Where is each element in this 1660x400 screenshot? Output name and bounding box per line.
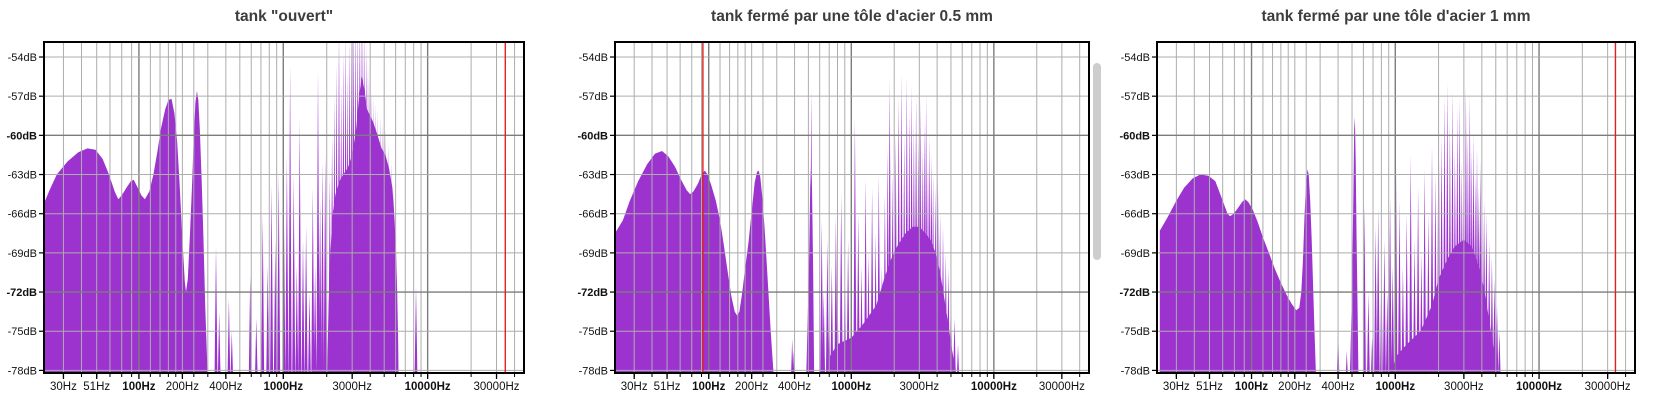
plot-border — [614, 41, 1090, 374]
x-tick-label: 3000Hz — [899, 381, 939, 393]
grid — [1157, 42, 1635, 373]
y-tick-label: -54dB — [579, 52, 608, 64]
axis-labels: 30Hz 51Hz 100Hz 200Hz 400Hz 1000Hz 3000Hz 10000… — [6, 52, 519, 393]
y-tick-label: -75dB — [8, 326, 37, 338]
x-tick-label: 1000Hz — [1375, 381, 1415, 393]
x-tick-label: 100Hz — [1235, 381, 1268, 393]
spectrum-fill — [1159, 80, 1501, 373]
x-tick-label: 51Hz — [654, 381, 681, 393]
y-tick-label: -60dB — [577, 130, 608, 142]
panel-title: tank fermé par une tôle d'acier 0.5 mm — [711, 8, 993, 25]
axis-labels: 30Hz 51Hz 100Hz 200Hz 400Hz 1000Hz 3000Hz 10000… — [1119, 52, 1630, 393]
y-tick-label: -54dB — [1121, 52, 1150, 64]
y-tick-label: -66dB — [579, 209, 608, 221]
x-tick-label: 51Hz — [1196, 381, 1223, 393]
y-tick-label: -66dB — [8, 209, 37, 221]
axis-labels: 30Hz 51Hz 100Hz 200Hz 400Hz 1000Hz 3000Hz 10000… — [577, 52, 1085, 393]
y-tick-label: -60dB — [1119, 130, 1150, 142]
x-tick-label: 30Hz — [621, 381, 648, 393]
x-tick-label: 30Hz — [1163, 381, 1190, 393]
x-tick-label: 400Hz — [209, 381, 242, 393]
plot-border — [1156, 41, 1636, 374]
x-tick-label: 30000Hz — [474, 381, 520, 393]
x-tick-label: 30000Hz — [1039, 381, 1085, 393]
x-tick-label: 400Hz — [778, 381, 811, 393]
grid — [44, 42, 524, 373]
y-tick-label: -57dB — [579, 91, 608, 103]
y-tick-label: -78dB — [8, 365, 37, 377]
y-tick-label: -75dB — [1121, 326, 1150, 338]
y-tick-label: -69dB — [1121, 248, 1150, 260]
grid — [615, 42, 1089, 373]
x-tick-label: 1000Hz — [263, 381, 303, 393]
spectrum-plot: 30Hz 51Hz 100Hz 200Hz 400Hz 1000Hz 3000Hz 10000… — [6, 41, 525, 393]
y-tick-label: -54dB — [8, 52, 37, 64]
y-tick-label: -72dB — [1119, 287, 1150, 299]
spectrum-fill — [615, 74, 960, 373]
x-tick-label: 10000Hz — [1516, 381, 1562, 393]
spectrum-panel-1: tank "ouvert" 30Hz 51Hz 100Hz 200Hz 400Hz 100… — [0, 0, 553, 400]
y-tick-label: -72dB — [6, 287, 37, 299]
y-tick-label: -60dB — [6, 130, 37, 142]
x-tick-label: 100Hz — [692, 381, 725, 393]
y-tick-label: -69dB — [579, 248, 608, 260]
x-tick-label: 30000Hz — [1585, 381, 1631, 393]
x-tick-label: 10000Hz — [971, 381, 1017, 393]
x-tick-label: 51Hz — [83, 381, 110, 393]
spectrum-panel-2: tank fermé par une tôle d'acier 0.5 mm 3… — [553, 0, 1106, 400]
x-tick-label: 200Hz — [735, 381, 768, 393]
y-tick-label: -63dB — [8, 170, 37, 182]
x-tick-label: 400Hz — [1321, 381, 1354, 393]
y-tick-label: -75dB — [579, 326, 608, 338]
y-tick-label: -63dB — [579, 170, 608, 182]
x-tick-label: 100Hz — [122, 381, 155, 393]
x-tick-label: 10000Hz — [405, 381, 451, 393]
x-tick-label: 3000Hz — [332, 381, 372, 393]
y-tick-label: -78dB — [1121, 365, 1150, 377]
y-tick-label: -78dB — [579, 365, 608, 377]
panel-title: tank "ouvert" — [234, 8, 334, 25]
y-tick-label: -72dB — [577, 287, 608, 299]
plot-border — [43, 41, 525, 374]
scrollbar-thumb[interactable] — [1093, 63, 1101, 260]
y-tick-label: -69dB — [8, 248, 37, 260]
spectrum-panel-3: tank fermé par une tôle d'acier 1 mm 30H… — [1106, 0, 1660, 400]
y-tick-label: -57dB — [1121, 91, 1150, 103]
y-tick-label: -57dB — [8, 91, 37, 103]
x-tick-label: 200Hz — [1278, 381, 1311, 393]
panel-title: tank fermé par une tôle d'acier 1 mm — [1261, 8, 1531, 25]
spectrum-plot: 30Hz 51Hz 100Hz 200Hz 400Hz 1000Hz 3000Hz 10000… — [1119, 41, 1636, 393]
x-tick-label: 1000Hz — [831, 381, 871, 393]
x-tick-label: 30Hz — [50, 381, 77, 393]
y-tick-label: -63dB — [1121, 170, 1150, 182]
x-tick-label: 200Hz — [166, 381, 199, 393]
spectrum-fill — [44, 42, 418, 373]
spectrum-plot: 30Hz 51Hz 100Hz 200Hz 400Hz 1000Hz 3000Hz 10000… — [577, 41, 1090, 393]
y-tick-label: -66dB — [1121, 209, 1150, 221]
x-tick-label: 3000Hz — [1444, 381, 1484, 393]
